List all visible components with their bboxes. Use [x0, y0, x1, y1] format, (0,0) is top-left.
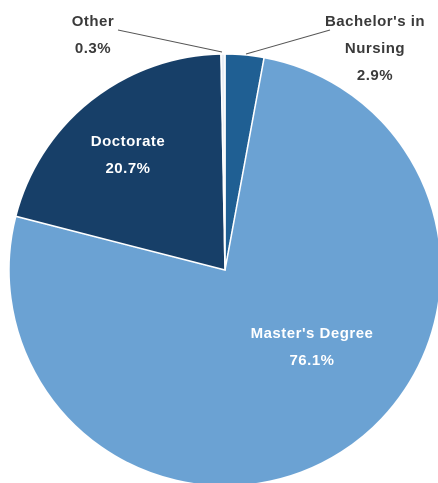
slice-label: Other 0.3% — [53, 8, 133, 62]
value-label: 0.3% — [74, 40, 112, 57]
leader-line — [117, 29, 223, 53]
category-label: Doctorate — [90, 133, 166, 150]
pie-slice — [14, 53, 226, 271]
category-label: Master's Degree — [250, 325, 374, 342]
category-label: Bachelor's in Nursing — [324, 13, 426, 57]
pie-slice — [220, 53, 226, 271]
category-label: Other — [71, 13, 115, 30]
slice-label: Master's Degree 76.1% — [232, 320, 392, 374]
value-label: 76.1% — [289, 352, 335, 369]
value-label: 2.9% — [356, 67, 394, 84]
slice-label: Bachelor's in Nursing 2.9% — [320, 8, 430, 89]
leader-line — [245, 29, 331, 55]
slice-label: Doctorate 20.7% — [68, 128, 188, 182]
value-label: 20.7% — [105, 160, 151, 177]
